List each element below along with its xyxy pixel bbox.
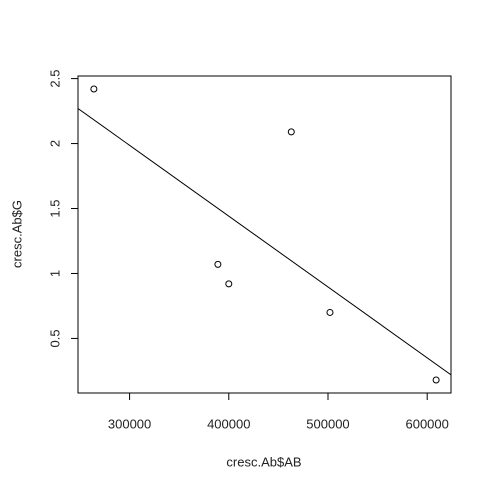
trend-line <box>78 108 451 376</box>
point <box>214 260 222 268</box>
y-tick-label: 0.5 <box>47 329 62 347</box>
y-tick-label: 1.5 <box>47 199 62 217</box>
y-tick-label: 1 <box>47 270 62 277</box>
y-tick-label: 2 <box>47 140 62 147</box>
y-tick-label: 2.5 <box>47 70 62 88</box>
point <box>90 85 98 93</box>
y-axis-title: cresc.Ab$G <box>9 200 24 268</box>
point <box>432 376 440 384</box>
x-tick-label: 400000 <box>207 416 250 431</box>
x-axis-title: cresc.Ab$AB <box>226 454 301 469</box>
x-tick-label: 500000 <box>306 416 349 431</box>
point <box>287 128 295 136</box>
point <box>225 280 233 288</box>
x-tick-label: 600000 <box>405 416 448 431</box>
x-tick-label: 300000 <box>108 416 151 431</box>
point <box>326 308 334 316</box>
